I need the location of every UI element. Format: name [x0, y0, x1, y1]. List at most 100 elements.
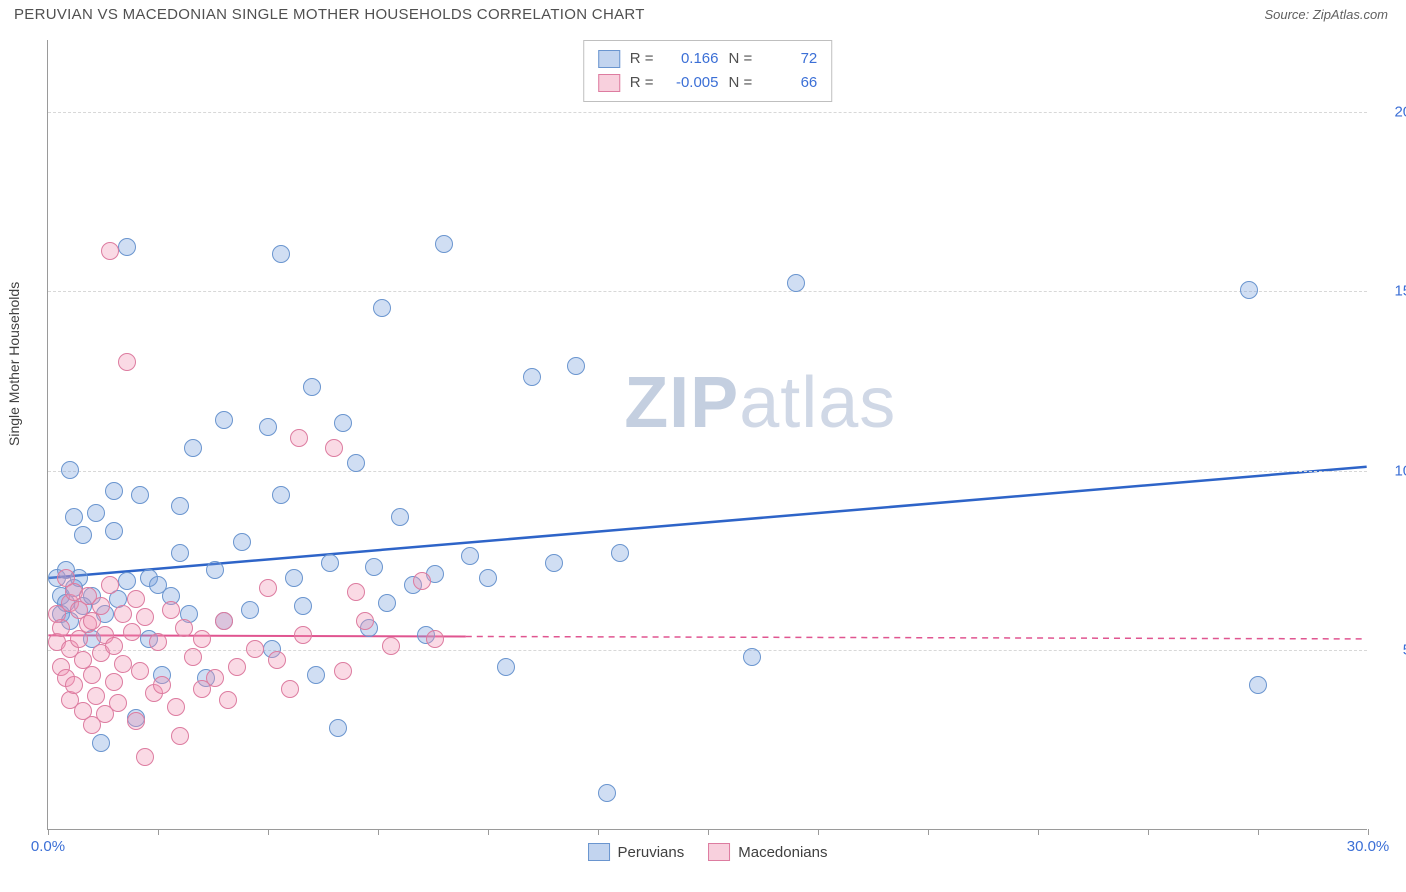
data-point: [259, 579, 277, 597]
data-point: [171, 544, 189, 562]
data-point: [175, 619, 193, 637]
data-point: [193, 630, 211, 648]
data-point: [290, 429, 308, 447]
chart-header: PERUVIAN VS MACEDONIAN SINGLE MOTHER HOU…: [0, 0, 1406, 29]
data-point: [378, 594, 396, 612]
data-point: [329, 719, 347, 737]
x-tick: [1258, 829, 1259, 835]
data-point: [65, 508, 83, 526]
chart-title: PERUVIAN VS MACEDONIAN SINGLE MOTHER HOU…: [14, 6, 645, 23]
data-point: [281, 680, 299, 698]
series-legend: Peruvians Macedonians: [588, 843, 828, 861]
data-point: [136, 608, 154, 626]
data-point: [272, 486, 290, 504]
x-tick: [48, 829, 49, 835]
legend-n-label: N =: [729, 71, 753, 95]
data-point: [65, 676, 83, 694]
data-point: [334, 414, 352, 432]
x-tick: [1038, 829, 1039, 835]
data-point: [184, 648, 202, 666]
legend-r-label: R =: [630, 47, 654, 71]
data-point: [74, 526, 92, 544]
data-point: [118, 238, 136, 256]
x-tick: [1368, 829, 1369, 835]
gridline: [48, 291, 1367, 292]
legend-swatch: [708, 843, 730, 861]
x-tick-label: 30.0%: [1347, 838, 1390, 855]
data-point: [109, 694, 127, 712]
data-point: [92, 734, 110, 752]
legend-r-value: 0.166: [664, 47, 719, 71]
y-tick-label: 20.0%: [1377, 103, 1406, 120]
data-point: [303, 378, 321, 396]
data-point: [87, 504, 105, 522]
data-point: [426, 630, 444, 648]
correlation-legend: R = 0.166 N = 72 R = -0.005 N = 66: [583, 40, 833, 102]
data-point: [171, 727, 189, 745]
chart-area: ZIPatlas R = 0.166 N = 72 R = -0.005 N =…: [47, 40, 1367, 830]
data-point: [334, 662, 352, 680]
data-point: [131, 486, 149, 504]
data-point: [118, 572, 136, 590]
data-point: [787, 274, 805, 292]
data-point: [523, 368, 541, 386]
data-point: [391, 508, 409, 526]
data-point: [497, 658, 515, 676]
x-tick: [158, 829, 159, 835]
data-point: [184, 439, 202, 457]
data-point: [52, 619, 70, 637]
legend-n-value: 72: [762, 47, 817, 71]
data-point: [105, 482, 123, 500]
data-point: [347, 583, 365, 601]
x-tick: [818, 829, 819, 835]
y-tick-label: 5.0%: [1377, 642, 1406, 659]
data-point: [228, 658, 246, 676]
chart-source: Source: ZipAtlas.com: [1264, 7, 1388, 22]
trend-lines: [48, 40, 1367, 829]
data-point: [321, 554, 339, 572]
data-point: [215, 411, 233, 429]
data-point: [325, 439, 343, 457]
data-point: [61, 461, 79, 479]
gridline: [48, 112, 1367, 113]
data-point: [206, 561, 224, 579]
data-point: [127, 590, 145, 608]
data-point: [101, 576, 119, 594]
data-point: [118, 353, 136, 371]
x-tick: [598, 829, 599, 835]
data-point: [461, 547, 479, 565]
data-point: [105, 673, 123, 691]
data-point: [268, 651, 286, 669]
data-point: [149, 633, 167, 651]
legend-row: R = 0.166 N = 72: [598, 47, 818, 71]
legend-item: Peruvians: [588, 843, 685, 861]
legend-r-value: -0.005: [664, 71, 719, 95]
data-point: [1249, 676, 1267, 694]
legend-row: R = -0.005 N = 66: [598, 71, 818, 95]
data-point: [611, 544, 629, 562]
data-point: [105, 637, 123, 655]
data-point: [105, 522, 123, 540]
gridline: [48, 471, 1367, 472]
y-axis-label: Single Mother Households: [6, 282, 22, 446]
data-point: [435, 235, 453, 253]
y-tick-label: 15.0%: [1377, 283, 1406, 300]
x-tick: [488, 829, 489, 835]
x-tick-label: 0.0%: [31, 838, 65, 855]
data-point: [83, 666, 101, 684]
legend-n-value: 66: [762, 71, 817, 95]
data-point: [246, 640, 264, 658]
legend-item: Macedonians: [708, 843, 827, 861]
data-point: [545, 554, 563, 572]
legend-r-label: R =: [630, 71, 654, 95]
data-point: [114, 605, 132, 623]
data-point: [598, 784, 616, 802]
data-point: [294, 626, 312, 644]
x-tick: [268, 829, 269, 835]
data-point: [356, 612, 374, 630]
data-point: [285, 569, 303, 587]
data-point: [567, 357, 585, 375]
data-point: [162, 601, 180, 619]
data-point: [123, 623, 141, 641]
watermark-text: ZIPatlas: [624, 362, 896, 444]
